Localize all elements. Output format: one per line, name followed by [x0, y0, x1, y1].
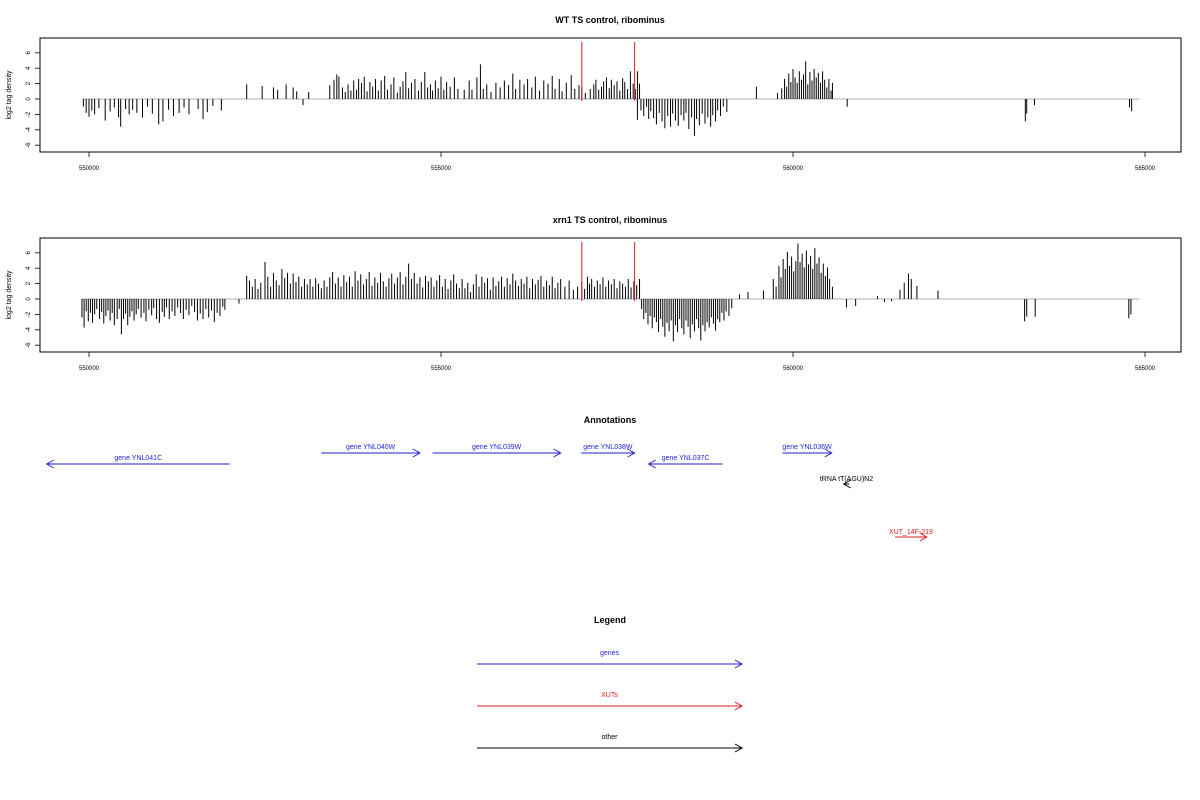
annotation-arrowhead	[627, 448, 636, 458]
annotation-arrowhead	[45, 459, 55, 469]
legend-entry-label: genes	[600, 650, 620, 657]
wt-x-tick-label: 555000	[431, 166, 452, 172]
xrn1-x-tick-label: 550000	[79, 366, 100, 372]
wt-y-tick-label: 2	[26, 81, 32, 85]
xrn1-track-title: xrn1 TS control, ribominus	[553, 215, 668, 225]
wt-y-tick-label: -4	[26, 126, 32, 132]
wt-x-tick-label: 565000	[1135, 166, 1156, 172]
annotation-arrowhead	[647, 459, 656, 469]
wt-track-title: WT TS control, ribominus	[555, 15, 665, 25]
xrn1-y-tick-label: -6	[26, 342, 32, 348]
legend: Legend genes XUTs other	[477, 615, 744, 753]
xrn1-x-tick-label: 555000	[431, 366, 452, 372]
wt-y-tick-label: 0	[26, 97, 32, 101]
wt-x-tick-label: 560000	[783, 166, 804, 172]
annotation-feature-label: gene YNL040W	[346, 444, 396, 451]
annotation-arrowhead	[842, 479, 851, 489]
xrn1-y-tick-label: 4	[26, 266, 32, 270]
annotation-feature-label: gene YNL038W	[583, 444, 633, 451]
legend-entry-arrowhead	[734, 701, 744, 711]
annotation-feature-label: gene YNL037C	[662, 455, 710, 462]
xrn1-y-tick-label: -4	[26, 326, 32, 332]
wt-y-tick-label: -6	[26, 142, 32, 148]
xrn1-plot-frame	[39, 237, 1182, 353]
wt-y-tick-label: -2	[26, 111, 32, 117]
wt-y-tick-label: 4	[26, 66, 32, 70]
xrn1-y-tick-label: 0	[26, 297, 32, 301]
annotation-feature-label: gene YNL041C	[114, 455, 162, 462]
legend-entry-label: XUTs	[601, 692, 618, 699]
annotation-features: gene YNL041C gene YNL040W gene YNL039W gene…	[45, 444, 933, 542]
annotations-title: Annotations	[584, 415, 637, 425]
wt-x-tick-label: 550000	[79, 166, 100, 172]
annotation-feature-label: XUT_14F-219	[889, 529, 933, 536]
xrn1-x-tick-label: 560000	[783, 366, 804, 372]
annotation-feature-label: gene YNL036W	[782, 444, 832, 451]
xrn1-y-tick-label: -2	[26, 311, 32, 317]
annotation-arrowhead	[919, 532, 928, 542]
xrn1-y-tick-label: 2	[26, 281, 32, 285]
legend-entry-arrowhead	[734, 743, 744, 753]
annotation-arrowhead	[553, 448, 562, 458]
annotation-feature-label: gene YNL039W	[472, 444, 522, 451]
annotation-arrowhead	[412, 448, 421, 458]
legend-entry-arrowhead	[734, 659, 744, 669]
legend-entry-label: other	[602, 734, 619, 741]
wt-plot-frame	[39, 37, 1182, 153]
legend-title: Legend	[594, 615, 626, 625]
wt-y-axis-label: log2 tag density	[6, 70, 13, 120]
xrn1-x-tick-label: 565000	[1135, 366, 1156, 372]
xrn1-y-axis-label: log2 tag density	[6, 270, 13, 320]
annotation-arrowhead	[824, 448, 833, 458]
xrn1-track-panel: xrn1 TS control, ribominus log2 tag dens…	[6, 215, 1182, 372]
legend-entries: genes XUTs other	[477, 650, 744, 753]
xrn1-y-tick-label: 6	[26, 250, 32, 254]
xrn1-data-marks: 550000 555000 560000 565000 -6 -4 -2 0 2 4 6	[26, 242, 1156, 372]
wt-track-panel: WT TS control, ribominus log2 tag densit…	[6, 15, 1182, 172]
wt-y-tick-label: 6	[26, 50, 32, 54]
wt-data-marks: 550000 555000 560000 565000 -6 -4 -2 0 2 4 6	[26, 42, 1156, 172]
annotation-feature-label: tRNA tT(AGU)N2	[820, 476, 873, 483]
